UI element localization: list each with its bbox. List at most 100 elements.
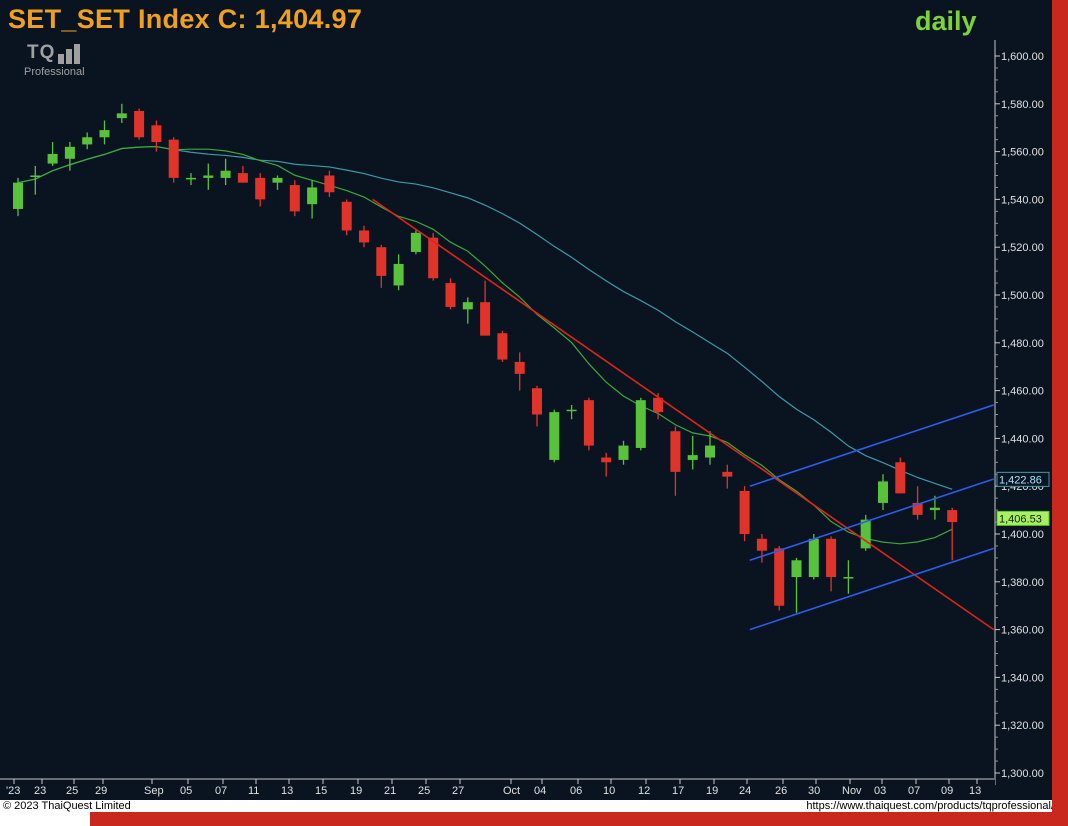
candle-body[interactable] xyxy=(774,548,785,606)
candle-body[interactable] xyxy=(116,113,127,119)
price-label-box xyxy=(996,510,1050,526)
candle-body[interactable] xyxy=(13,182,23,209)
candle-body[interactable] xyxy=(912,502,923,515)
y-tick-label: 1,480.00 xyxy=(1001,338,1044,350)
logo-subtitle: Professional xyxy=(24,66,85,78)
x-tick-label: Oct xyxy=(503,785,520,797)
candle-body[interactable] xyxy=(480,302,491,336)
candle-body[interactable] xyxy=(307,187,318,205)
candle-body[interactable] xyxy=(47,153,58,164)
channel-middle-line[interactable] xyxy=(749,478,994,562)
candle-body[interactable] xyxy=(376,247,387,276)
candle-body[interactable] xyxy=(739,490,750,534)
candle-body[interactable] xyxy=(705,445,715,458)
tq-logo: TQ Professional xyxy=(24,42,120,82)
period-label[interactable]: daily xyxy=(915,6,977,36)
candle-body[interactable] xyxy=(929,507,940,511)
y-tick-label: 1,360.00 xyxy=(1001,625,1044,637)
x-tick-label: 07 xyxy=(215,785,227,797)
x-tick-label: 30 xyxy=(808,785,820,797)
x-tick-label: 19 xyxy=(350,785,362,797)
candle-body[interactable] xyxy=(532,388,542,415)
x-tick-label: 15 xyxy=(315,785,327,797)
source-url[interactable]: https://www.thaiquest.com/products/tqpro… xyxy=(806,800,1054,812)
candle-body[interactable] xyxy=(237,173,248,183)
candle-body[interactable] xyxy=(549,412,560,460)
y-tick-label: 1,460.00 xyxy=(1001,386,1044,398)
candle-body[interactable] xyxy=(289,185,300,212)
candle-body[interactable] xyxy=(255,177,266,200)
candle-body[interactable] xyxy=(514,361,525,374)
y-tick-label: 1,320.00 xyxy=(1001,720,1044,732)
candle-body[interactable] xyxy=(99,130,110,138)
x-tick-label: 06 xyxy=(570,785,582,797)
candle-body[interactable] xyxy=(722,471,733,477)
candle-body[interactable] xyxy=(341,201,352,231)
downtrend-line[interactable] xyxy=(372,198,995,631)
x-tick-label: 25 xyxy=(418,785,430,797)
x-tick-label: 07 xyxy=(908,785,920,797)
channel-lower-line[interactable] xyxy=(749,547,994,631)
candle-body[interactable] xyxy=(826,538,837,578)
candle-body[interactable] xyxy=(653,397,664,413)
candle-body[interactable] xyxy=(843,577,854,579)
y-tick-label: 1,300.00 xyxy=(1001,768,1044,780)
y-tick-label: 1,440.00 xyxy=(1001,433,1044,445)
x-tick-label: 26 xyxy=(775,785,787,797)
candle-body[interactable] xyxy=(64,146,75,159)
logo-text: TQ xyxy=(27,42,56,63)
candle-body[interactable] xyxy=(30,175,41,178)
candle-body[interactable] xyxy=(566,409,577,412)
channel-upper-line[interactable] xyxy=(749,404,994,487)
candle-body[interactable] xyxy=(428,237,439,279)
candle-body[interactable] xyxy=(947,510,958,523)
candle-body[interactable] xyxy=(82,137,93,145)
candle-body[interactable] xyxy=(445,283,456,307)
candle-body[interactable] xyxy=(203,175,214,178)
candle-body[interactable] xyxy=(601,457,612,463)
candle-body[interactable] xyxy=(220,170,231,178)
candle-body[interactable] xyxy=(497,333,508,360)
price-chart[interactable]: 1,600.00 1,580.00 1,560.00 1,540.00 1,520.00… xyxy=(0,0,1056,800)
candle-body[interactable] xyxy=(635,400,646,448)
candle-body[interactable] xyxy=(410,232,421,252)
candle-body[interactable] xyxy=(583,400,594,446)
x-tick-label: '23 xyxy=(6,785,20,797)
candle-body[interactable] xyxy=(860,519,871,549)
candle-body[interactable] xyxy=(272,177,283,183)
candle-body[interactable] xyxy=(151,125,162,143)
candle-body[interactable] xyxy=(168,139,179,178)
x-tick-label: 19 xyxy=(706,785,718,797)
x-tick-label: Sep xyxy=(144,785,164,797)
x-tick-label: 27 xyxy=(452,785,464,797)
candle-body[interactable] xyxy=(186,177,196,180)
candle-body[interactable] xyxy=(687,455,698,460)
frame-border-right xyxy=(1052,0,1068,826)
candle-body[interactable] xyxy=(878,481,888,503)
chart-title: SET_SET Index C: 1,404.97 xyxy=(8,4,363,34)
candle-body[interactable] xyxy=(895,462,906,494)
candle-body[interactable] xyxy=(756,538,767,551)
candle-body[interactable] xyxy=(618,445,629,460)
x-tick-label: 04 xyxy=(534,785,546,797)
candle-body[interactable] xyxy=(808,538,819,578)
price-label-box xyxy=(996,471,1050,487)
x-tick-label: 10 xyxy=(603,785,615,797)
candle-body[interactable] xyxy=(462,302,473,310)
candle-body[interactable] xyxy=(324,175,335,193)
x-tick-label: 11 xyxy=(248,785,259,797)
candle-body[interactable] xyxy=(393,263,404,286)
candle-body[interactable] xyxy=(359,230,369,243)
y-tick-label: 1,520.00 xyxy=(1001,242,1044,254)
x-tick-label: 09 xyxy=(941,785,953,797)
x-tick-label: 03 xyxy=(874,785,886,797)
x-tick-label: 12 xyxy=(638,785,650,797)
copyright-text: © 2023 ThaiQuest Limited xyxy=(3,800,131,812)
candle-body[interactable] xyxy=(134,110,145,138)
candle-body[interactable] xyxy=(670,431,681,472)
x-tick-label: 17 xyxy=(672,785,684,797)
y-tick-label: 1,340.00 xyxy=(1001,672,1044,684)
candle-body[interactable] xyxy=(791,560,802,578)
logo-bars-icon xyxy=(58,44,80,64)
